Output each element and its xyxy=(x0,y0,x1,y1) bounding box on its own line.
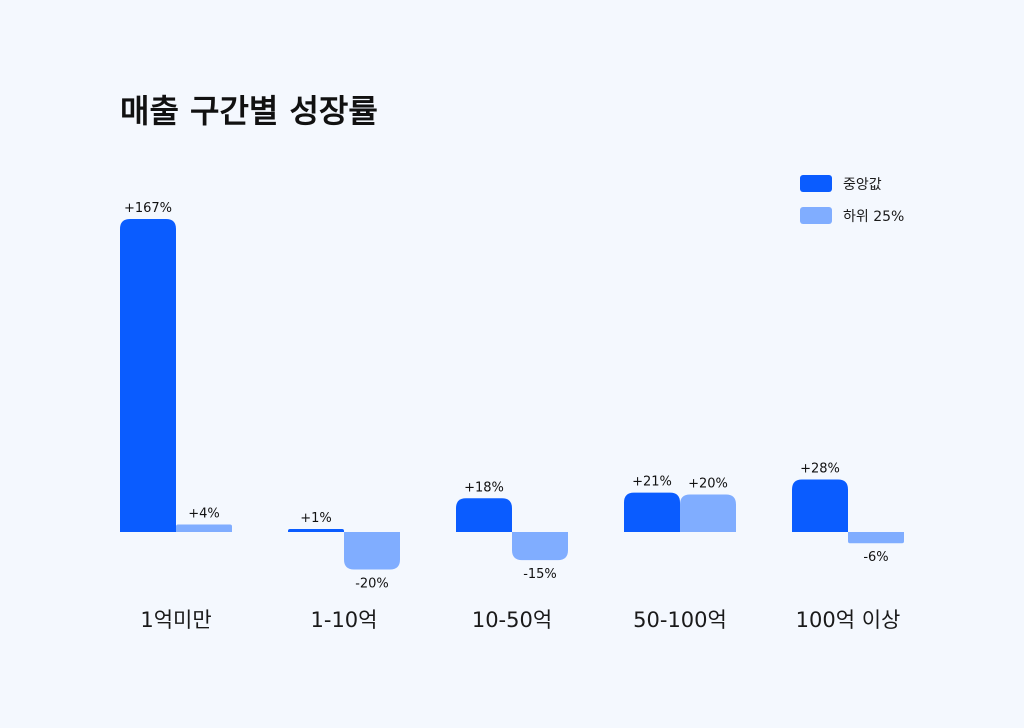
data-label-bottom-quartile-3: -15% xyxy=(523,567,557,582)
data-label-bottom-quartile-4: +20% xyxy=(688,477,728,492)
data-label-median-4: +21% xyxy=(632,475,672,490)
bar-median-1 xyxy=(120,219,176,532)
bar-median-4 xyxy=(624,492,680,532)
category-label-3: 10-50억 xyxy=(472,608,552,632)
legend: 중앙값 하위 25% xyxy=(800,175,904,225)
category-label-5: 100억 이상 xyxy=(796,608,901,632)
bar-median-2 xyxy=(288,529,344,532)
category-label-1: 1억미만 xyxy=(140,608,211,632)
data-label-median-3: +18% xyxy=(464,480,504,495)
data-label-median-1: +167% xyxy=(124,201,172,216)
data-labels: +167% +4% +1% -20% +18% -15% +21% +20% +28% -6% xyxy=(124,201,889,591)
data-label-median-2: +1% xyxy=(300,511,332,526)
bar-bottom-quartile-3 xyxy=(512,532,568,561)
category-labels: 1억미만 1-10억 10-50억 50-100억 100억 이상 xyxy=(140,608,900,632)
bar-bottom-quartile-5 xyxy=(848,532,904,544)
bar-bottom-quartile-1 xyxy=(176,524,232,532)
bar-median-3 xyxy=(456,498,512,532)
bar-median-5 xyxy=(792,479,848,532)
data-label-bottom-quartile-1: +4% xyxy=(188,507,220,522)
legend-label-bottom-quartile: 하위 25% xyxy=(843,209,904,225)
legend-swatch-bottom-quartile xyxy=(800,207,832,224)
bar-bottom-quartile-2 xyxy=(344,532,400,570)
bars xyxy=(120,219,904,570)
chart-title: 매출 구간별 성장률 xyxy=(120,92,378,130)
data-label-median-5: +28% xyxy=(800,462,840,477)
bar-bottom-quartile-4 xyxy=(680,494,736,532)
category-label-4: 50-100억 xyxy=(633,608,727,632)
category-label-2: 1-10억 xyxy=(311,608,378,632)
data-label-bottom-quartile-2: -20% xyxy=(355,576,389,591)
legend-swatch-median xyxy=(800,175,832,192)
legend-label-median: 중앙값 xyxy=(843,177,882,193)
data-label-bottom-quartile-5: -6% xyxy=(863,550,888,565)
